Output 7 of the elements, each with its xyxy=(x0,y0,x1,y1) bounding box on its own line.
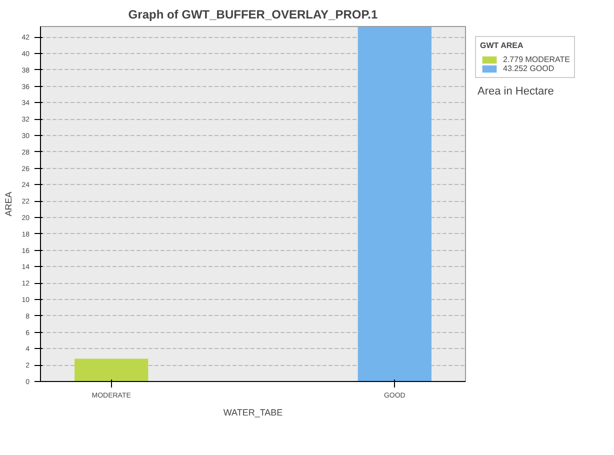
text: Area in Hectare xyxy=(478,86,554,98)
legend-label: 2.779 MODERATE xyxy=(503,55,570,64)
legend-title: GWT AREA xyxy=(480,41,524,50)
x-axis-title: WATER_TABE xyxy=(223,408,283,418)
y-axis-title: AREA xyxy=(4,192,14,216)
chart-title: Graph of GWT_BUFFER_OVERLAY_PROP.1 xyxy=(128,8,378,22)
legend-label: 43.252 GOOD xyxy=(503,64,554,73)
